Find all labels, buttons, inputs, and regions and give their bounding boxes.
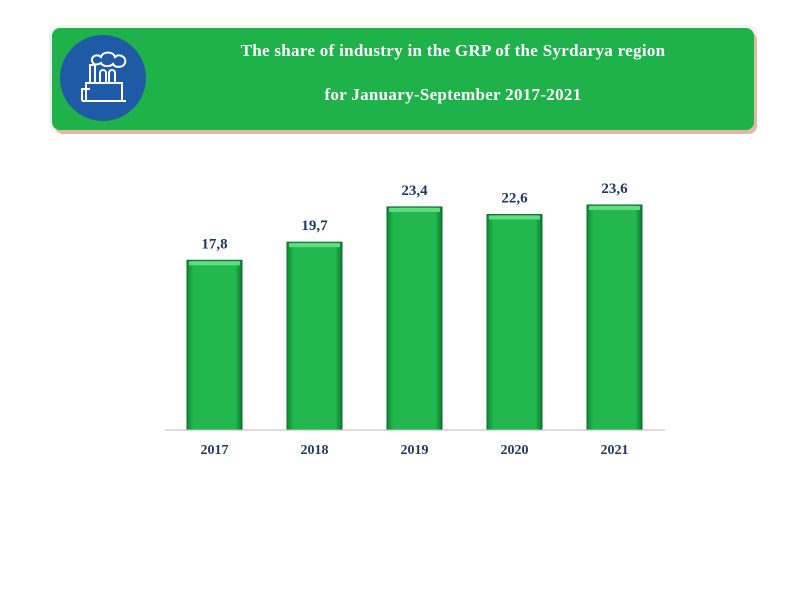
data-label: 23,6 xyxy=(601,181,628,197)
bar-highlight xyxy=(389,207,440,212)
bar-highlight xyxy=(189,261,240,266)
factory-icon xyxy=(60,35,146,121)
x-tick-label: 2017 xyxy=(201,443,229,458)
data-label: 22,6 xyxy=(501,191,528,207)
title-line-2: for January-September 2017-2021 xyxy=(324,85,582,104)
chart-header: The share of industry in the GRP of the … xyxy=(52,28,754,130)
data-label: 17,8 xyxy=(201,236,227,252)
x-tick-label: 2021 xyxy=(601,443,629,458)
bar-highlight xyxy=(289,243,340,248)
x-tick-label: 2019 xyxy=(401,443,429,458)
data-label: 23,4 xyxy=(401,183,428,199)
data-label: 19,7 xyxy=(301,218,328,234)
x-tick-label: 2020 xyxy=(501,443,529,458)
bar-2020 xyxy=(486,214,543,431)
bar-2018 xyxy=(286,241,343,431)
bar-2019 xyxy=(386,206,443,431)
bar-highlight xyxy=(589,206,640,210)
x-tick-label: 2018 xyxy=(301,443,329,458)
title-line-1: The share of industry in the GRP of the … xyxy=(240,41,666,60)
bar-2017 xyxy=(186,259,243,431)
bar-highlight xyxy=(489,215,540,220)
bar-2021 xyxy=(586,204,643,431)
